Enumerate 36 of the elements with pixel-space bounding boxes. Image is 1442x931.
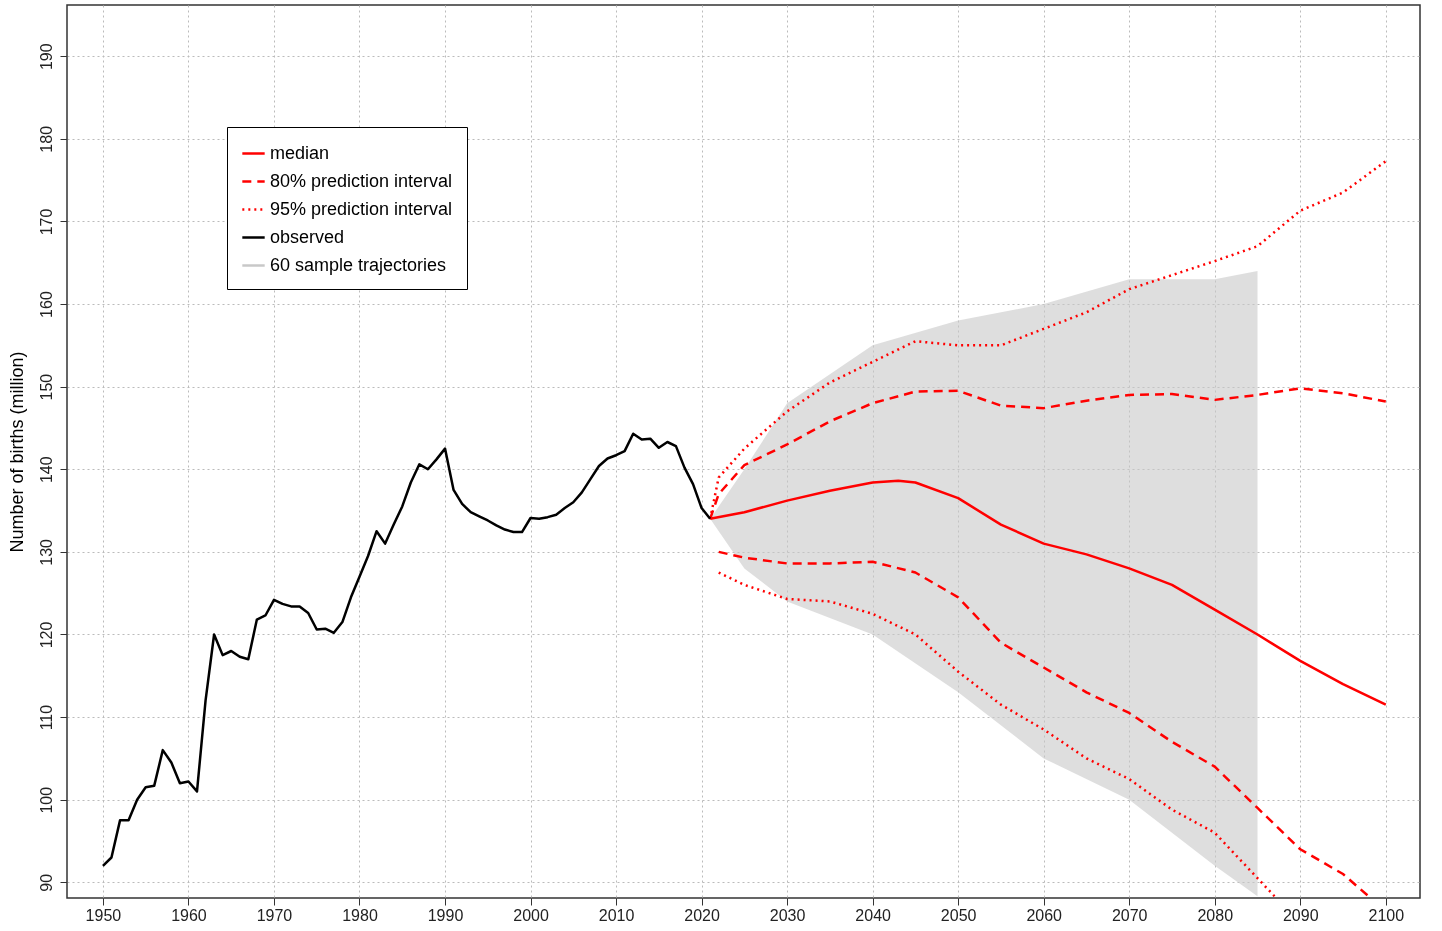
x-tick-label: 2070 xyxy=(1111,906,1148,924)
x-tick-label: 1970 xyxy=(256,906,293,924)
y-tick-label: 140 xyxy=(37,456,55,484)
x-tick-label: 2090 xyxy=(1282,906,1319,924)
line-series xyxy=(717,550,1370,898)
x-tick-label: 2040 xyxy=(855,906,892,924)
y-tick-label: 150 xyxy=(37,373,55,401)
x-tick-label: 2050 xyxy=(940,906,977,924)
y-tick-label: 130 xyxy=(37,538,55,566)
legend-label: 60 sample trajectories xyxy=(270,254,447,275)
y-tick-label: 160 xyxy=(37,291,55,318)
x-tick-label: 1960 xyxy=(171,906,207,924)
y-tick-label: 110 xyxy=(37,704,55,731)
x-tick-label: 2020 xyxy=(684,906,720,924)
x-tick-label: 2000 xyxy=(513,906,549,924)
y-tick-label: 90 xyxy=(37,873,55,892)
line-series xyxy=(717,571,1276,898)
x-tick-label: 1950 xyxy=(85,906,122,924)
legend-label: 95% prediction interval xyxy=(270,198,453,219)
y-tick-label: 120 xyxy=(37,621,55,649)
y-axis-title: Number of births (million) xyxy=(6,351,27,553)
legend-label: observed xyxy=(270,226,345,247)
x-tick-label: 2060 xyxy=(1026,906,1063,924)
legend-label: 80% prediction interval xyxy=(270,170,453,191)
y-tick-label: 170 xyxy=(37,208,55,236)
y-tick-label: 100 xyxy=(37,786,55,814)
x-tick-label: 2100 xyxy=(1368,906,1405,924)
legend-label: median xyxy=(270,142,330,163)
y-tick-label: 180 xyxy=(37,125,55,153)
x-tick-label: 2080 xyxy=(1197,906,1234,924)
x-tick-label: 2030 xyxy=(769,906,806,924)
y-tick-label: 190 xyxy=(37,43,55,71)
x-tick-label: 1990 xyxy=(427,906,464,924)
line-series xyxy=(101,432,712,868)
x-tick-label: 2010 xyxy=(598,906,635,924)
x-tick-label: 1980 xyxy=(342,906,378,924)
